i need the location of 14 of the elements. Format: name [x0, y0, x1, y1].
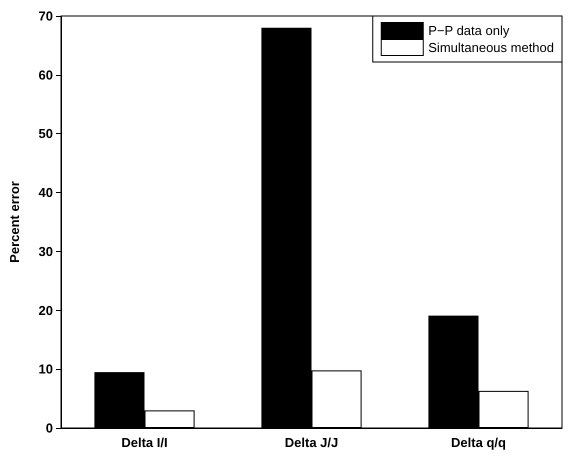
y-tick-label: 0	[46, 420, 53, 436]
y-tick-label: 30	[38, 244, 53, 259]
y-axis-title: Percent error	[7, 181, 22, 263]
x-tick-label: Delta I/I	[121, 435, 168, 450]
legend-label: Simultaneous method	[428, 40, 554, 55]
y-tick-label: 10	[38, 362, 53, 377]
x-tick-label: Delta q/q	[451, 435, 506, 450]
y-tick-label: 50	[38, 126, 53, 142]
y-tick-label: 70	[38, 8, 53, 24]
y-tick-label: 20	[38, 302, 53, 318]
x-tick-label: Delta J/J	[284, 435, 338, 450]
y-tick-label: 60	[38, 67, 53, 82]
legend-label: P−P data only	[428, 23, 510, 38]
y-tick-label: 40	[38, 185, 53, 200]
